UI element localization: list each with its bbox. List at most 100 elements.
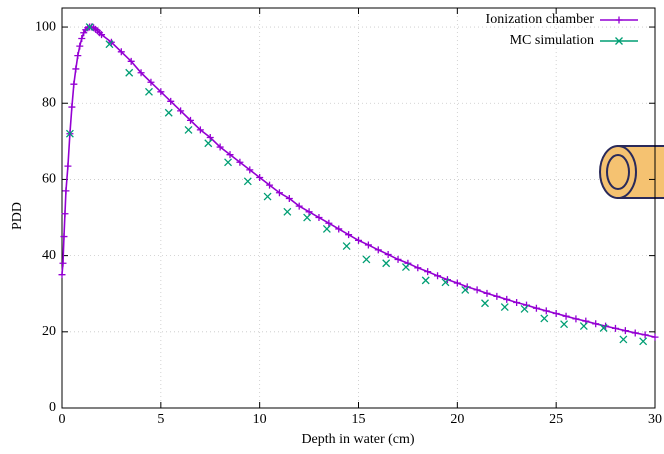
data-point xyxy=(384,250,392,258)
data-point xyxy=(117,48,125,56)
data-point xyxy=(85,23,94,32)
data-point xyxy=(74,52,82,60)
data-point xyxy=(342,242,351,251)
data-point xyxy=(355,236,362,244)
data-point xyxy=(453,279,461,287)
data-point xyxy=(542,307,550,315)
x-tick-label: 20 xyxy=(450,412,464,427)
data-point xyxy=(325,219,333,227)
y-axis-label: PDD xyxy=(10,202,25,230)
y-tick-label: 60 xyxy=(42,172,56,187)
data-point xyxy=(572,315,580,323)
data-point xyxy=(137,69,145,77)
x-tick-label: 0 xyxy=(59,412,66,427)
data-point xyxy=(503,295,511,303)
data-point xyxy=(560,320,569,329)
data-point xyxy=(481,299,489,308)
data-point xyxy=(243,177,252,186)
data-point xyxy=(70,80,78,88)
data-point xyxy=(401,263,410,272)
data-point xyxy=(59,259,67,267)
data-point xyxy=(62,187,70,195)
data-point xyxy=(125,68,134,77)
data-point xyxy=(196,126,204,134)
data-point xyxy=(68,103,76,111)
y-tick-label: 40 xyxy=(42,248,56,263)
data-point xyxy=(78,34,86,42)
data-point xyxy=(493,292,501,300)
data-point xyxy=(619,335,628,344)
data-point xyxy=(315,214,323,222)
data-point xyxy=(204,139,213,148)
x-tick-label: 5 xyxy=(157,412,164,427)
data-point xyxy=(364,241,372,249)
data-point xyxy=(285,194,293,202)
data-point xyxy=(65,129,74,138)
data-point xyxy=(295,202,303,210)
data-point xyxy=(105,40,114,49)
data-point xyxy=(579,322,588,331)
data-point xyxy=(266,181,274,189)
data-point xyxy=(177,107,185,115)
data-point xyxy=(441,278,450,287)
data-point xyxy=(641,331,649,339)
y-tick-label: 100 xyxy=(35,19,56,34)
x-tick-label: 10 xyxy=(253,412,267,427)
data-point xyxy=(147,78,155,86)
data-point xyxy=(127,57,135,65)
data-point xyxy=(72,65,80,73)
x-tick-label: 15 xyxy=(352,412,366,427)
data-point xyxy=(394,255,402,263)
legend-label: MC simulation xyxy=(510,33,594,48)
data-point xyxy=(424,268,432,276)
x-axis-label: Depth in water (cm) xyxy=(301,432,414,447)
data-point xyxy=(226,151,234,159)
data-point xyxy=(256,174,264,182)
data-point xyxy=(246,166,254,174)
data-point xyxy=(145,87,153,96)
data-point xyxy=(461,285,470,294)
data-point xyxy=(184,125,193,134)
data-point xyxy=(60,233,68,241)
data-point xyxy=(473,286,481,294)
data-point xyxy=(414,264,422,272)
data-point xyxy=(362,255,371,264)
data-point xyxy=(322,224,331,233)
data-point xyxy=(374,246,382,254)
data-point xyxy=(651,333,659,341)
y-tick-label: 80 xyxy=(42,95,56,110)
data-point xyxy=(98,31,106,39)
data-point xyxy=(58,271,66,279)
data-point xyxy=(463,283,471,291)
data-point xyxy=(64,162,72,170)
data-point xyxy=(592,320,600,328)
y-tick-label: 20 xyxy=(42,324,56,339)
data-point xyxy=(335,225,343,233)
data-point xyxy=(562,312,570,320)
data-point xyxy=(76,42,84,50)
legend-marker xyxy=(615,16,623,24)
data-point xyxy=(345,231,353,239)
data-point xyxy=(631,329,639,337)
data-point xyxy=(236,158,244,166)
data-point xyxy=(532,304,540,312)
data-point xyxy=(421,276,430,285)
data-point xyxy=(157,88,165,96)
data-point xyxy=(639,337,648,346)
cylinder-icon xyxy=(599,145,664,199)
data-point xyxy=(305,208,313,216)
data-point xyxy=(283,207,292,216)
data-point xyxy=(621,327,629,335)
data-point xyxy=(520,304,529,313)
data-point xyxy=(599,324,608,332)
legend-label: Ionization chamber xyxy=(486,12,595,27)
data-point xyxy=(275,189,283,197)
data-point xyxy=(483,289,491,297)
data-point xyxy=(540,314,549,323)
data-point xyxy=(434,272,442,280)
data-point xyxy=(303,213,312,222)
data-point xyxy=(611,324,619,332)
data-point xyxy=(513,298,521,306)
data-point xyxy=(552,310,560,318)
